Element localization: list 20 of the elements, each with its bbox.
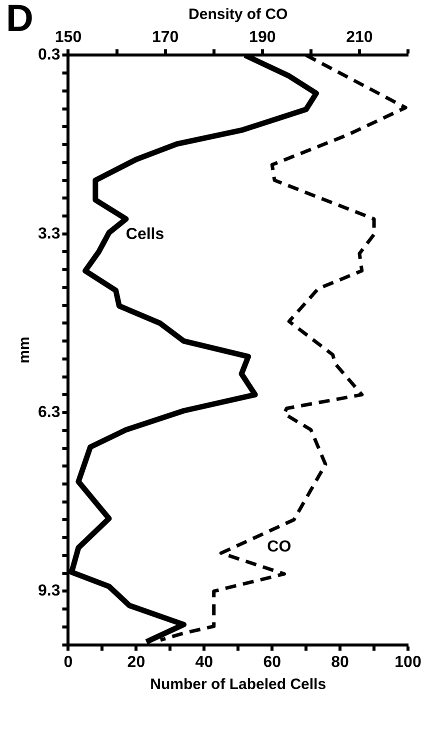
x2-tick-label: 190	[249, 29, 276, 46]
y-tick-label: 9.3	[38, 582, 60, 600]
x2-tick-label: 170	[152, 29, 179, 46]
y-tick-label: 3.3	[38, 225, 60, 242]
x-tick-label: 60	[263, 654, 282, 671]
chart-title: D	[6, 0, 34, 41]
y-axis-title: mm	[16, 336, 34, 364]
x-tick-label: 100	[394, 654, 422, 671]
y-tick-label: 6.3	[38, 404, 60, 421]
x-tick-label: 40	[195, 654, 214, 671]
x2-tick-label: 210	[346, 29, 373, 46]
series-label: CO	[267, 538, 292, 556]
x-tick-label: 80	[331, 654, 350, 671]
x-tick-label: 20	[127, 654, 146, 671]
x2-tick-label: 150	[54, 29, 82, 46]
x2-axis-title: Density of CO	[188, 6, 288, 24]
y-tick-label: 0.3	[38, 46, 60, 64]
series-label: Cells	[126, 226, 164, 244]
x-tick-label: 0	[64, 654, 73, 671]
x-axis-title: Number of Labeled Cells	[150, 676, 326, 694]
